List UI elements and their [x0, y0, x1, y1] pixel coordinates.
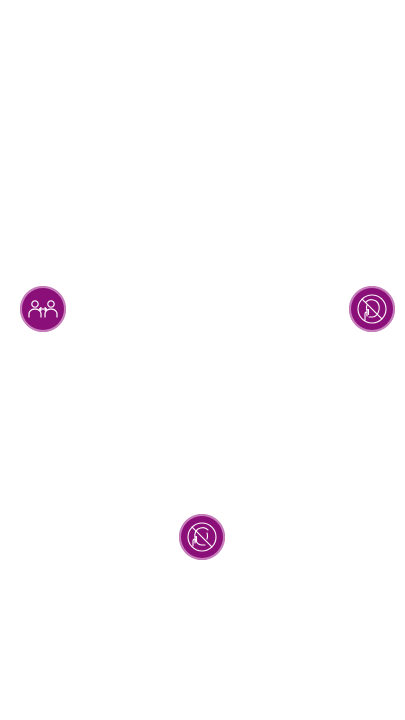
social-distancing-badge[interactable]	[20, 286, 66, 332]
no-touching-face-badge[interactable]	[349, 286, 395, 332]
no-touching-face-icon	[187, 522, 217, 552]
no-touching-face-icon	[357, 294, 387, 324]
no-touching-face-badge[interactable]	[179, 514, 225, 560]
social-distancing-icon	[28, 300, 58, 318]
